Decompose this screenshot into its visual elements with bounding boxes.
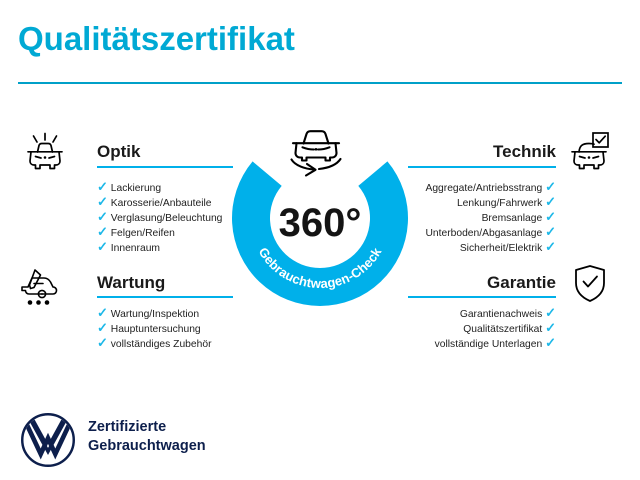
svg-text:360°: 360°: [279, 201, 362, 245]
